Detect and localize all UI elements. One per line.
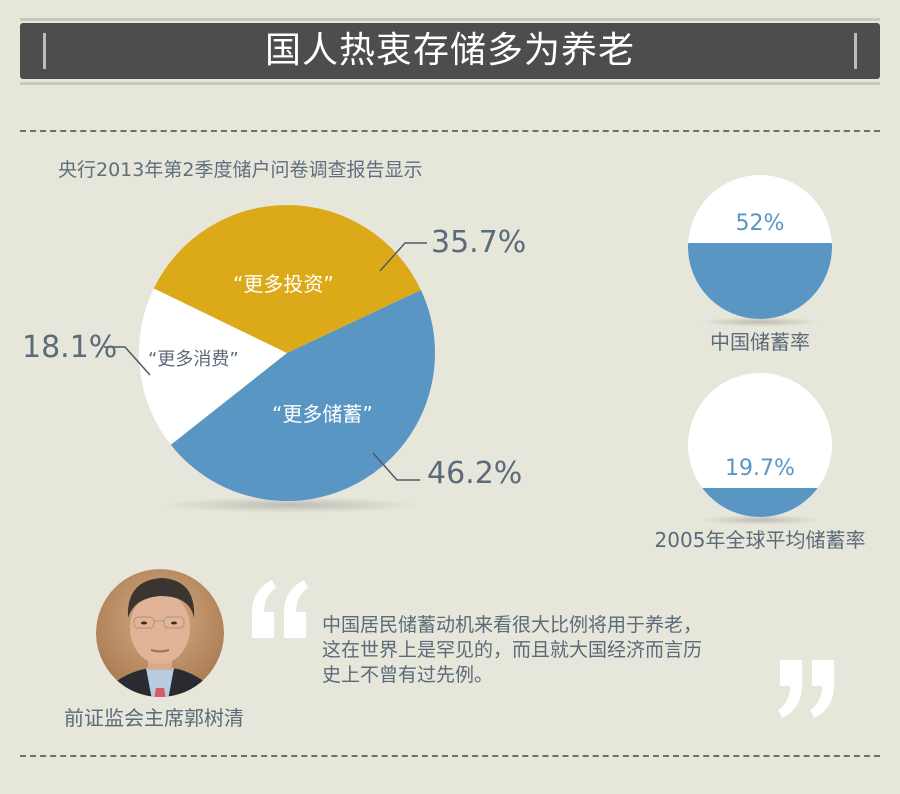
- avatar: [96, 569, 224, 697]
- pie-slice-save: [170, 290, 435, 502]
- gauge-shadow: [700, 317, 820, 327]
- speaker-name: 前证监会主席郭树清: [64, 706, 244, 730]
- pie-label-consume: “更多消费”: [148, 349, 239, 370]
- title-left-tick: [43, 33, 46, 69]
- gauge-global-label: 2005年全球平均储蓄率: [654, 528, 866, 552]
- gauge-shadow: [700, 515, 820, 525]
- quote-line: 史上不曾有过先例。: [322, 664, 494, 686]
- leader-invest: [379, 242, 427, 272]
- pie-slice-consume: [138, 288, 287, 445]
- title-right-tick: [854, 33, 857, 69]
- gauge-china-label: 中国储蓄率: [710, 330, 810, 354]
- gauge-china-savings: [688, 175, 832, 319]
- leader-consume: [104, 346, 151, 376]
- leader-save: [372, 452, 420, 481]
- survey-subtitle: 央行2013年第2季度储户问卷调查报告显示: [58, 159, 423, 181]
- open-quote-icon: [252, 580, 308, 638]
- title-top-rule: [20, 18, 880, 21]
- pct-invest: 35.7%: [431, 225, 527, 260]
- divider-top: [20, 130, 880, 132]
- quote-line: 这在世界上是罕见的，而且就大国经济而言历: [322, 639, 703, 661]
- pie-slice-invest: [153, 204, 421, 353]
- gauge-china-pct: 52%: [735, 211, 785, 236]
- pie-shadow: [160, 497, 420, 513]
- gauge-global-savings: [688, 373, 832, 517]
- close-quote-icon: [778, 660, 834, 718]
- divider-bottom: [20, 755, 880, 757]
- gauge-global-pct: 19.7%: [725, 456, 795, 481]
- pct-save: 46.2%: [427, 456, 523, 491]
- pct-consume: 18.1%: [22, 330, 118, 365]
- page-title: 国人热衷存储多为养老: [264, 30, 635, 71]
- quote-text: 中国居民储蓄动机来看很大比例将用于养老， 这在世界上是罕见的，而且就大国经济而言…: [322, 613, 762, 688]
- title-bottom-rule: [20, 82, 880, 85]
- pie-label-save: “更多储蓄”: [272, 402, 373, 426]
- title-banner: 国人热衷存储多为养老: [20, 23, 880, 79]
- pie-label-invest: “更多投资”: [233, 272, 334, 296]
- savings-pie-chart: [138, 204, 435, 502]
- quote-line: 中国居民储蓄动机来看很大比例将用于养老，: [322, 614, 703, 636]
